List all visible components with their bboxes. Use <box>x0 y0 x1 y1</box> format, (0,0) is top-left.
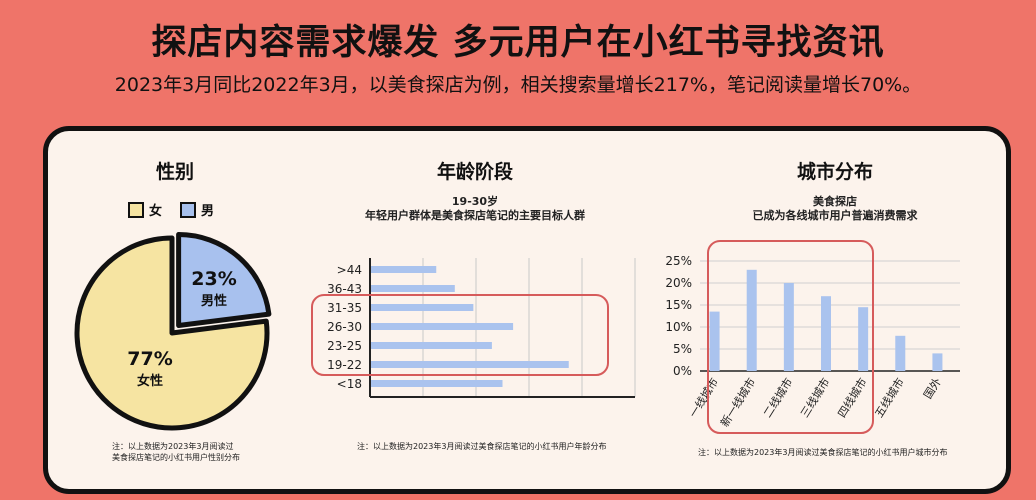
age-highlight-box <box>311 294 609 376</box>
city-bar-0 <box>709 311 720 371</box>
age-sub-line2: 年轻用户群体是美食探店笔记的主要目标人群 <box>365 209 585 222</box>
pie-label-female-value: 77% <box>127 348 172 370</box>
age-bar-5 <box>370 361 569 368</box>
pie-label-male-name: 男性 <box>201 293 227 309</box>
page-title: 探店内容需求爆发 多元用户在小红书寻找资讯 <box>151 23 885 63</box>
gender-note-line2: 美食探店笔记的小红书用户性别分布 <box>112 453 240 462</box>
legend-swatch-male <box>180 201 197 218</box>
age-tick-label: 31-35 <box>327 301 362 315</box>
city-category-label: 三线城市 <box>797 375 832 420</box>
pie-label-female-name: 女性 <box>137 373 163 389</box>
city-title: 城市分布 <box>796 161 873 183</box>
city-subtitle: 美食探店 已成为各线城市用户普遍消费需求 <box>690 195 980 223</box>
city-note: 注：以上数据为2023年3月阅读过美食探店笔记的小红书用户城市分布 <box>698 448 948 457</box>
city-tick-label: 20% <box>665 276 692 290</box>
city-bar-4 <box>858 307 869 371</box>
gender-note-line1: 注：以上数据为2023年3月阅读过 <box>112 442 234 451</box>
city-category-label: 一线城市 <box>686 375 721 420</box>
city-highlight-box <box>707 240 874 434</box>
gender-note: 注：以上数据为2023年3月阅读过 美食探店笔记的小红书用户性别分布 <box>112 441 240 463</box>
city-sub-line1: 美食探店 <box>813 195 857 208</box>
legend-swatch-female <box>128 201 144 218</box>
city-category-label: 国外 <box>921 376 944 402</box>
city-category-label: 五线城市 <box>872 375 907 420</box>
age-tick-label: 23-25 <box>327 339 362 353</box>
age-bar-chart: >44 36-43 31-35 26-30 23-25 19-22 <18 <box>311 258 636 398</box>
legend-label-male: 男 <box>201 204 215 219</box>
city-tick-label: 0% <box>673 364 692 378</box>
pie-label-male-value: 23% <box>191 268 236 290</box>
gender-title: 性别 <box>155 161 194 183</box>
age-bar-1 <box>370 285 455 292</box>
city-category-label: 四线城市 <box>834 375 869 420</box>
age-tick-label: 26-30 <box>327 320 362 334</box>
age-bar-2 <box>370 304 474 311</box>
city-tick-label: 5% <box>673 342 692 356</box>
gender-legend: 女 男 <box>128 200 232 219</box>
pie-slice-female <box>74 235 270 431</box>
city-sub-line2: 已成为各线城市用户普遍消费需求 <box>752 209 918 222</box>
age-bar-6 <box>370 380 503 387</box>
city-bar-3 <box>821 296 831 371</box>
age-bar-4 <box>370 342 492 349</box>
age-tick-label: 36-43 <box>327 282 362 296</box>
age-tick-label: <18 <box>337 377 362 391</box>
city-category-label: 新一线城市 <box>717 375 758 429</box>
age-bar-3 <box>370 323 514 330</box>
city-tick-label: 10% <box>665 320 692 334</box>
age-tick-label: >44 <box>337 263 362 277</box>
age-title: 年龄阶段 <box>436 161 513 183</box>
age-sub-line1: 19-30岁 <box>451 195 499 208</box>
city-tick-label: 25% <box>665 254 692 268</box>
city-bar-2 <box>783 283 794 371</box>
pie-slice-male <box>176 231 272 328</box>
age-subtitle: 19-30岁 年轻用户群体是美食探店笔记的主要目标人群 <box>330 195 620 223</box>
city-bar-1 <box>746 269 757 371</box>
city-bar-6 <box>932 353 943 371</box>
city-category-label: 二线城市 <box>760 375 795 420</box>
legend-label-female: 女 <box>149 204 163 219</box>
gender-pie-chart: 23% 男性 77% 女性 <box>74 231 272 431</box>
page-subtitle: 2023年3月同比2022年3月，以美食探店为例，相关搜索量增长217%，笔记阅… <box>114 74 922 96</box>
age-tick-label: 19-22 <box>327 358 362 372</box>
age-note: 注：以上数据为2023年3月阅读过美食探店笔记的小红书用户年龄分布 <box>357 442 607 451</box>
city-tick-label: 15% <box>665 298 692 312</box>
age-bar-0 <box>370 266 437 273</box>
city-bar-5 <box>895 335 906 371</box>
